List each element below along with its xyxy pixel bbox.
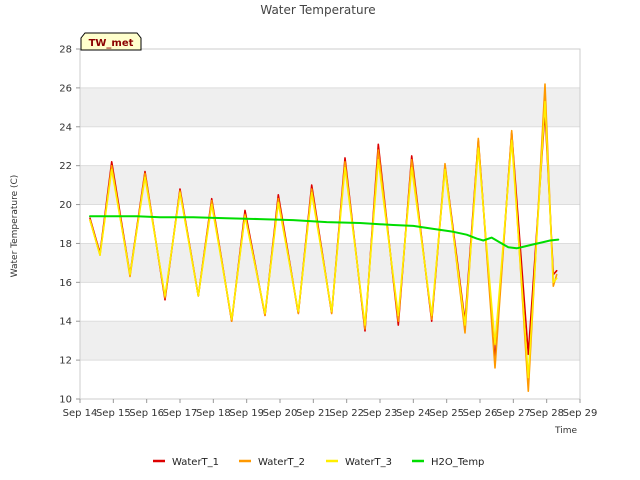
y-tick-label: 24 xyxy=(59,122,72,133)
plot-band xyxy=(80,243,580,283)
x-tick-label: Sep 18 xyxy=(196,408,231,419)
y-tick-label: 28 xyxy=(59,45,72,56)
x-tick-label: Sep 23 xyxy=(363,408,398,419)
y-tick-label: 16 xyxy=(59,278,72,289)
plot-band xyxy=(80,165,580,205)
x-tick-label: Sep 15 xyxy=(96,408,131,419)
legend-label: H2O_Temp xyxy=(431,457,484,468)
series-line-watert-2 xyxy=(89,83,558,392)
x-tick-label: Sep 16 xyxy=(129,408,164,419)
y-axis-label: Water Temperature (C) xyxy=(10,175,20,278)
y-tick-label: 22 xyxy=(59,161,72,172)
station-badge-label: TW_met xyxy=(89,38,134,49)
y-tick-label: 14 xyxy=(59,317,72,328)
legend: WaterT_1 WaterT_2 WaterT_3 H2O_Temp xyxy=(153,457,484,468)
legend-item: H2O_Temp xyxy=(412,457,484,468)
series-layer xyxy=(89,83,560,392)
plot-band xyxy=(80,321,580,361)
series-line-watert-3 xyxy=(89,100,558,379)
y-tick-label: 26 xyxy=(59,83,72,94)
x-tick-label: Sep 25 xyxy=(429,408,464,419)
legend-label: WaterT_2 xyxy=(258,457,305,468)
y-tick-label: 18 xyxy=(59,239,72,250)
chart-title: Water Temperature xyxy=(260,3,375,17)
station-badge-box xyxy=(80,32,142,51)
legend-item: WaterT_3 xyxy=(326,457,392,468)
legend-item: WaterT_1 xyxy=(153,457,219,468)
y-axis-ticks: 10 12 14 16 18 20 22 24 26 28 xyxy=(59,45,80,406)
x-tick-label: Sep 27 xyxy=(496,408,531,419)
plot-band xyxy=(80,87,580,127)
legend-label: WaterT_3 xyxy=(345,457,392,468)
plot-frame xyxy=(79,48,581,400)
x-tick-label: Sep 24 xyxy=(396,408,431,419)
y-tick-label: 12 xyxy=(59,356,72,367)
x-tick-label: Sep 29 xyxy=(563,408,598,419)
x-tick-label: Sep 22 xyxy=(329,408,364,419)
x-tick-label: Sep 17 xyxy=(163,408,198,419)
x-axis-label: Time xyxy=(554,426,577,436)
x-tick-label: Sep 26 xyxy=(463,408,498,419)
legend-item: WaterT_2 xyxy=(239,457,305,468)
x-tick-label: Sep 28 xyxy=(529,408,564,419)
y-tick-label: 20 xyxy=(59,200,72,211)
legend-label: WaterT_1 xyxy=(172,457,219,468)
x-tick-label: Sep 14 xyxy=(63,408,98,419)
series-line-h2o-temp xyxy=(89,215,560,250)
station-badge: TW_met xyxy=(80,32,142,51)
x-tick-label: Sep 20 xyxy=(263,408,298,419)
x-tick-label: Sep 19 xyxy=(229,408,264,419)
y-tick-label: 10 xyxy=(59,395,72,406)
x-tick-label: Sep 21 xyxy=(296,408,331,419)
